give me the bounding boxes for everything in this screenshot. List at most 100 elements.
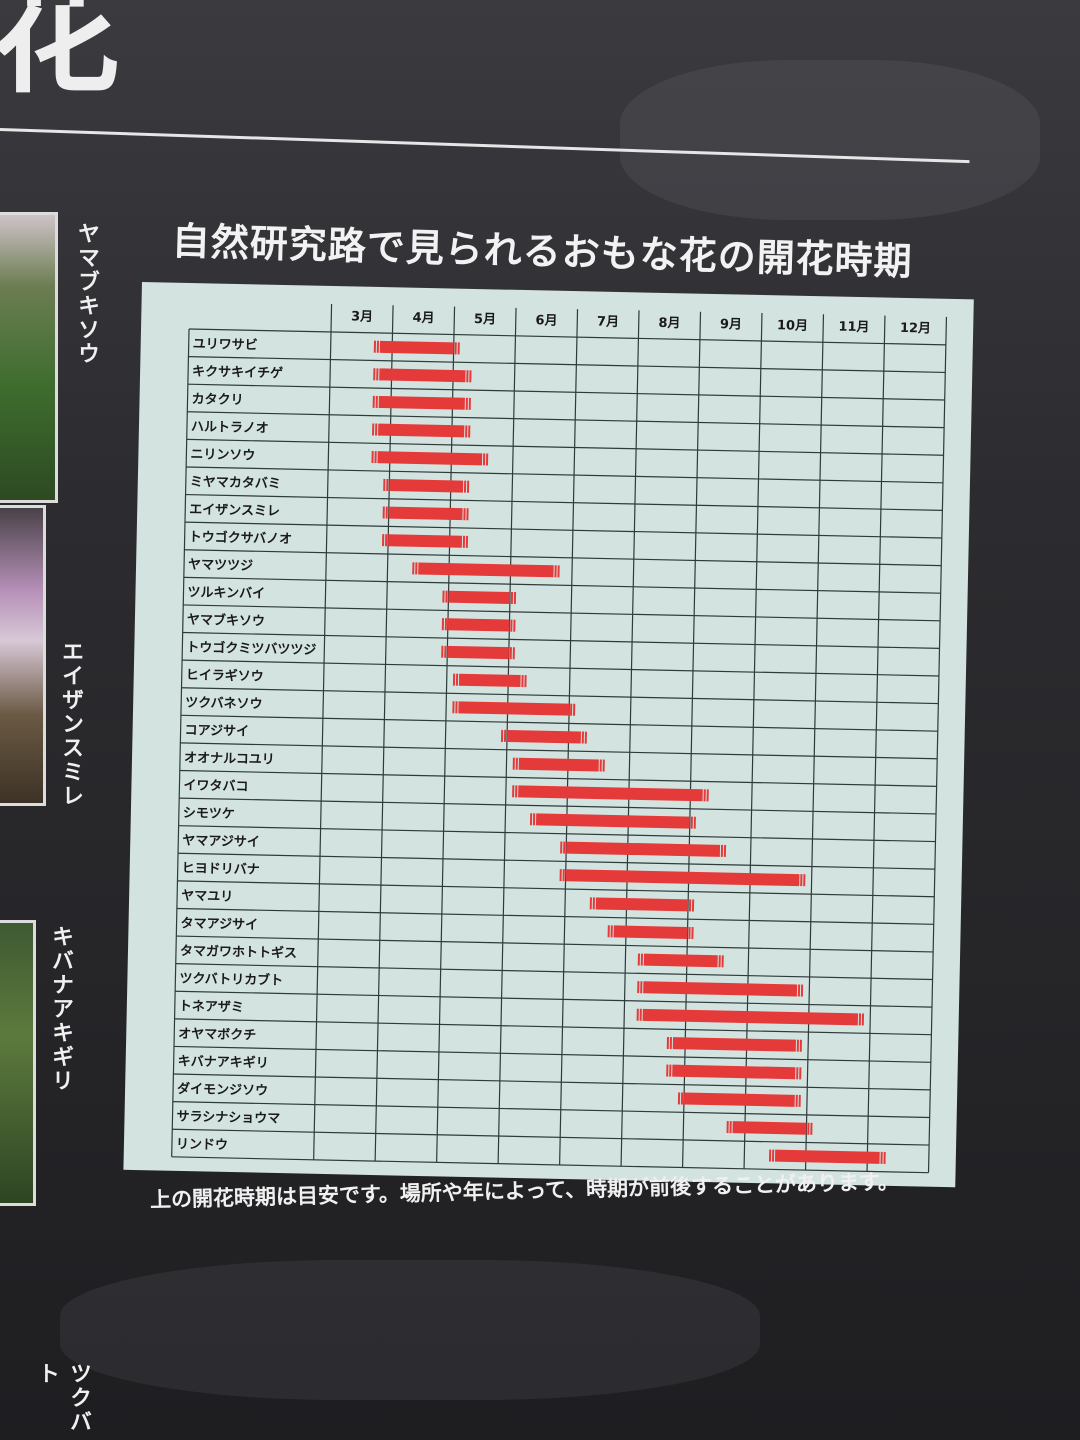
grid-vline [313, 303, 333, 1160]
bar-tick [807, 1122, 810, 1135]
bar-tick [810, 1122, 813, 1135]
flower-name: イワタバコ [183, 778, 248, 794]
bar-tick [373, 368, 376, 381]
bar-tick [372, 423, 375, 436]
grid-hline [172, 1101, 930, 1119]
flower-name: ユリワサビ [193, 336, 258, 353]
bar-tick [796, 1039, 799, 1052]
grid-hline [173, 1073, 931, 1091]
bar-tick [441, 618, 445, 631]
grid-vline [620, 310, 640, 1167]
bar-tick [375, 423, 378, 436]
grid-hline [184, 521, 942, 539]
bar-tick [383, 478, 386, 491]
month-label: 4月 [412, 311, 434, 326]
bar-tick [415, 562, 418, 575]
bloom-chart-panel: 3月 4月 5月 6月 7月 8月 9月 10月 11月 12月 ユリワサビ キクサキイチゲ カタクリハ… [123, 282, 974, 1188]
bar-tick [688, 899, 692, 912]
bar-tick [512, 647, 515, 660]
grid-hline [180, 714, 938, 732]
bar-tick [444, 618, 448, 631]
grid-hline [173, 1045, 931, 1063]
flower-name: キバナアキギリ [178, 1053, 269, 1071]
bar-tick [532, 813, 536, 826]
flower-name: リンドウ [176, 1137, 228, 1153]
grid-hline [178, 825, 936, 843]
grid-hline [182, 631, 940, 649]
grid-hline [186, 438, 944, 456]
grid-hline [175, 990, 933, 1008]
grid-hline [172, 1128, 930, 1146]
bar-tick [468, 425, 471, 438]
flower-name: タマアジサイ [180, 916, 258, 933]
flower-name: カタクリ [191, 392, 243, 408]
grid-hline [180, 742, 938, 760]
bloom-bar [379, 368, 466, 383]
bar-tick [466, 508, 469, 521]
grid-hline [185, 493, 943, 512]
bloom-bar [774, 1149, 880, 1164]
bar-tick [468, 397, 471, 410]
grid-hline [186, 466, 943, 484]
grid-hline [189, 328, 946, 346]
bloom-bar [378, 423, 465, 438]
grid-hline [176, 935, 934, 953]
label-tsukuba: ツクバト [34, 1362, 91, 1434]
month-label: 9月 [720, 317, 742, 332]
flower-name: ヤマユリ [181, 889, 233, 905]
bar-tick [771, 1149, 775, 1162]
bar-tick [382, 534, 385, 547]
bar-tick [803, 874, 806, 887]
bar-tick [463, 480, 467, 493]
flower-name: ヒイラギソウ [186, 667, 264, 685]
bar-tick [529, 813, 533, 826]
bloom-bar [418, 562, 554, 578]
flower-name: ニリンソウ [190, 447, 255, 463]
bar-tick [452, 673, 456, 686]
bar-tick [798, 1094, 801, 1107]
month-label: 3月 [351, 309, 373, 324]
bar-tick [386, 478, 389, 492]
bar-tick [512, 785, 515, 798]
bar-tick [799, 1067, 802, 1080]
grid-hline [182, 659, 939, 677]
bloom-bar [535, 813, 690, 829]
bar-tick [371, 451, 374, 464]
bar-tick [669, 1037, 673, 1050]
bar-tick [412, 562, 415, 575]
bar-tick [563, 841, 566, 854]
flower-name: ツクバネソウ [185, 696, 263, 713]
bar-tick [469, 370, 472, 383]
bar-tick [602, 759, 605, 772]
grid-vline [436, 306, 456, 1163]
flower-name: トウゴクミツバツツジ [186, 639, 316, 658]
bloom-bar [506, 729, 581, 744]
grid-vline [681, 311, 702, 1168]
bar-tick [691, 899, 695, 912]
bar-tick [858, 1013, 862, 1026]
bar-tick [521, 675, 524, 688]
bar-tick [560, 841, 563, 854]
bar-tick [375, 395, 378, 408]
grid-vline [866, 315, 886, 1172]
bar-tick [584, 731, 587, 744]
bar-tick [509, 647, 512, 660]
bar-tick [374, 451, 377, 464]
bar-tick [640, 981, 643, 994]
bar-tick [515, 785, 518, 798]
grid-hline [179, 769, 937, 787]
bar-tick [376, 368, 379, 381]
bloom-bar [458, 701, 570, 716]
bloom-bar [595, 897, 689, 912]
bar-tick [797, 984, 801, 997]
bloom-bar [377, 451, 483, 466]
bar-tick [482, 453, 486, 466]
flower-name: トネアザミ [179, 999, 244, 1015]
flower-name: ミヤマカタバミ [190, 475, 281, 492]
bar-tick [562, 869, 565, 882]
bloom-bar [447, 645, 509, 660]
bar-tick [640, 953, 643, 966]
bar-tick [677, 1092, 681, 1105]
grid-vline [927, 316, 948, 1173]
bar-tick [454, 342, 457, 355]
